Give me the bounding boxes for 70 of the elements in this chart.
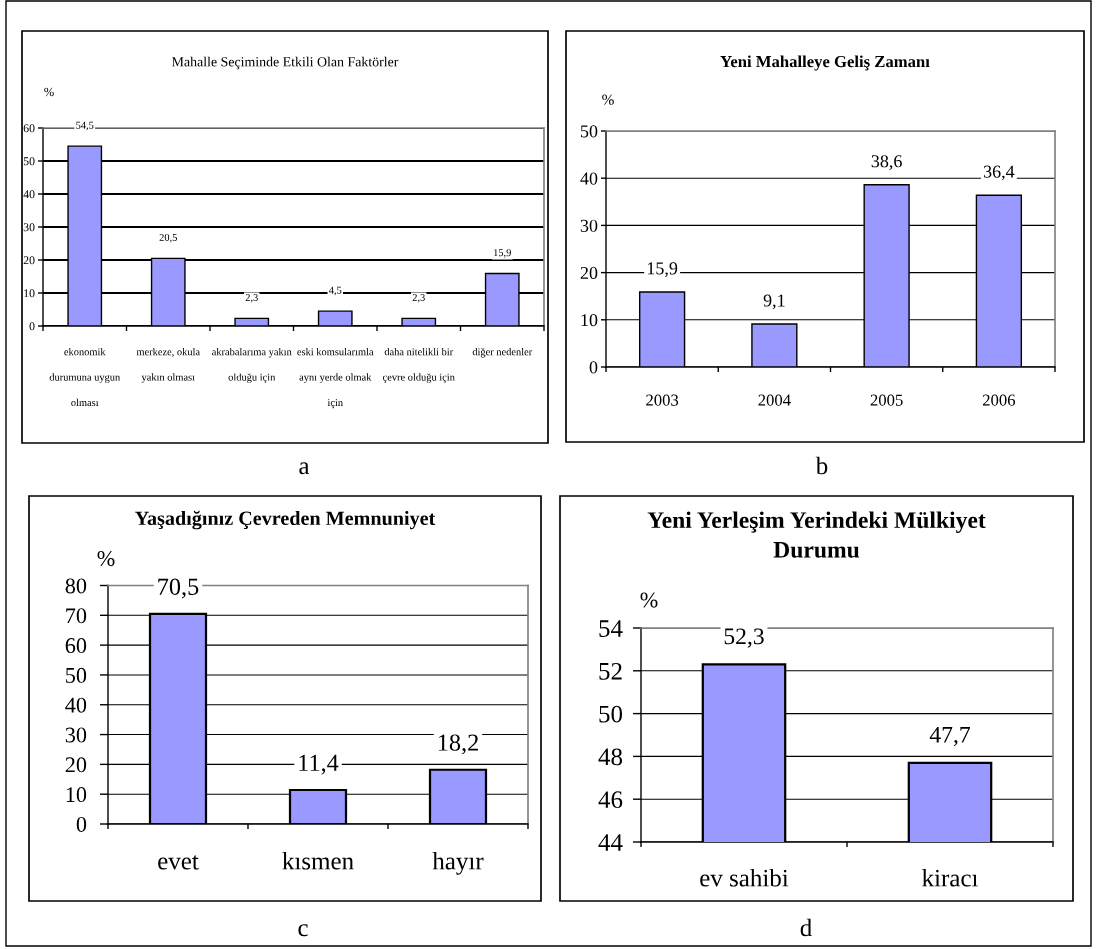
- data-label: 70,5: [158, 578, 199, 599]
- x-tick-label: kiracı: [922, 869, 978, 887]
- chart-title: Yaşadığınız Çevreden Memnuniyet: [135, 510, 436, 530]
- y-tick-label: 46: [598, 791, 623, 809]
- data-label: 9,1: [763, 294, 785, 310]
- y-tick-label: 50: [23, 157, 35, 166]
- y-tick-label: 20: [65, 757, 87, 773]
- y-tick-label: 50: [66, 667, 87, 683]
- y-tick-label: 30: [580, 219, 598, 232]
- y-tick-label: 10: [24, 289, 35, 298]
- x-tick-label: 2003: [646, 394, 679, 406]
- y-tick-label: 20: [580, 266, 598, 280]
- y-tick-label: 60: [65, 638, 87, 654]
- category-label: ekonomik durumuna uygun olması: [49, 348, 121, 407]
- x-tick-label: 2004: [758, 394, 791, 406]
- y-tick-label: 10: [581, 314, 598, 327]
- x-tick-label: evet: [158, 855, 199, 870]
- y-tick-label: 40: [580, 172, 598, 185]
- category-label: daha nitelikli bir çevre olduğu için: [382, 348, 455, 383]
- y-tick-label: 70: [66, 608, 87, 624]
- data-label: 36,4: [983, 165, 1015, 181]
- y-tick-label: 0: [589, 361, 598, 374]
- x-tick-label: 2005: [870, 394, 903, 406]
- data-label: 18,2: [438, 734, 478, 755]
- data-label: 15,9: [647, 262, 678, 278]
- data-label: 2,3: [412, 294, 425, 303]
- y-tick-label: 54: [599, 620, 623, 637]
- y-tick-label: 44: [598, 834, 623, 851]
- y-tick-label: 30: [23, 223, 35, 232]
- category-label: merkeze, okula yakın olması: [136, 348, 200, 383]
- chart-title: Yeni Mahalleye Geliş Zamanı: [720, 55, 930, 71]
- y-tick-label: 30: [65, 727, 87, 743]
- category-label: eski komsularımla aynı yerde olmak için: [297, 348, 374, 409]
- y-axis-title: %: [602, 94, 614, 105]
- y-tick-label: 0: [76, 816, 87, 832]
- y-tick-label: 10: [66, 787, 87, 803]
- data-label: 20,5: [159, 233, 177, 243]
- category-label: akrabalarıma yakın olduğu için: [212, 348, 292, 383]
- y-tick-label: 0: [29, 322, 35, 331]
- x-tick-label: kısmen: [282, 852, 354, 870]
- y-tick-label: 40: [65, 697, 87, 713]
- data-label: 52,3: [724, 628, 764, 648]
- data-label: 47,7: [929, 726, 970, 747]
- text: b: [815, 456, 828, 475]
- y-tick-label: 52: [599, 662, 622, 680]
- y-axis-title: %: [640, 592, 658, 608]
- data-label: 4,5: [328, 286, 342, 296]
- text: c: [298, 924, 308, 937]
- y-tick-label: 60: [23, 124, 35, 133]
- y-tick-label: 50: [599, 705, 623, 723]
- x-tick-label: 2006: [982, 394, 1016, 406]
- y-tick-label: 40: [23, 190, 35, 199]
- x-tick-label: ev sahibi: [700, 869, 789, 887]
- data-label: 11,4: [299, 754, 339, 775]
- data-label: 2,3: [245, 294, 258, 303]
- y-axis-title: %: [44, 87, 54, 97]
- y-tick-label: 48: [598, 748, 623, 766]
- data-label: 38,6: [871, 155, 902, 170]
- chart-title: Mahalle Seçiminde Etkili Olan Faktörler: [172, 56, 399, 70]
- data-label: 15,9: [494, 249, 511, 258]
- y-tick-label: 80: [65, 578, 87, 594]
- x-tick-label: diğer nedenler: [472, 348, 533, 358]
- text: a: [299, 462, 310, 475]
- y-tick-label: 50: [580, 125, 598, 138]
- x-tick-label: hayır: [432, 852, 484, 875]
- chart-title: Yeni Yerleşim Yerindeki Mülkiyet Durumu: [647, 511, 986, 558]
- y-axis-title: %: [97, 551, 115, 567]
- data-label: 54,5: [76, 121, 94, 131]
- y-tick-label: 20: [23, 256, 35, 265]
- text: d: [800, 918, 812, 937]
